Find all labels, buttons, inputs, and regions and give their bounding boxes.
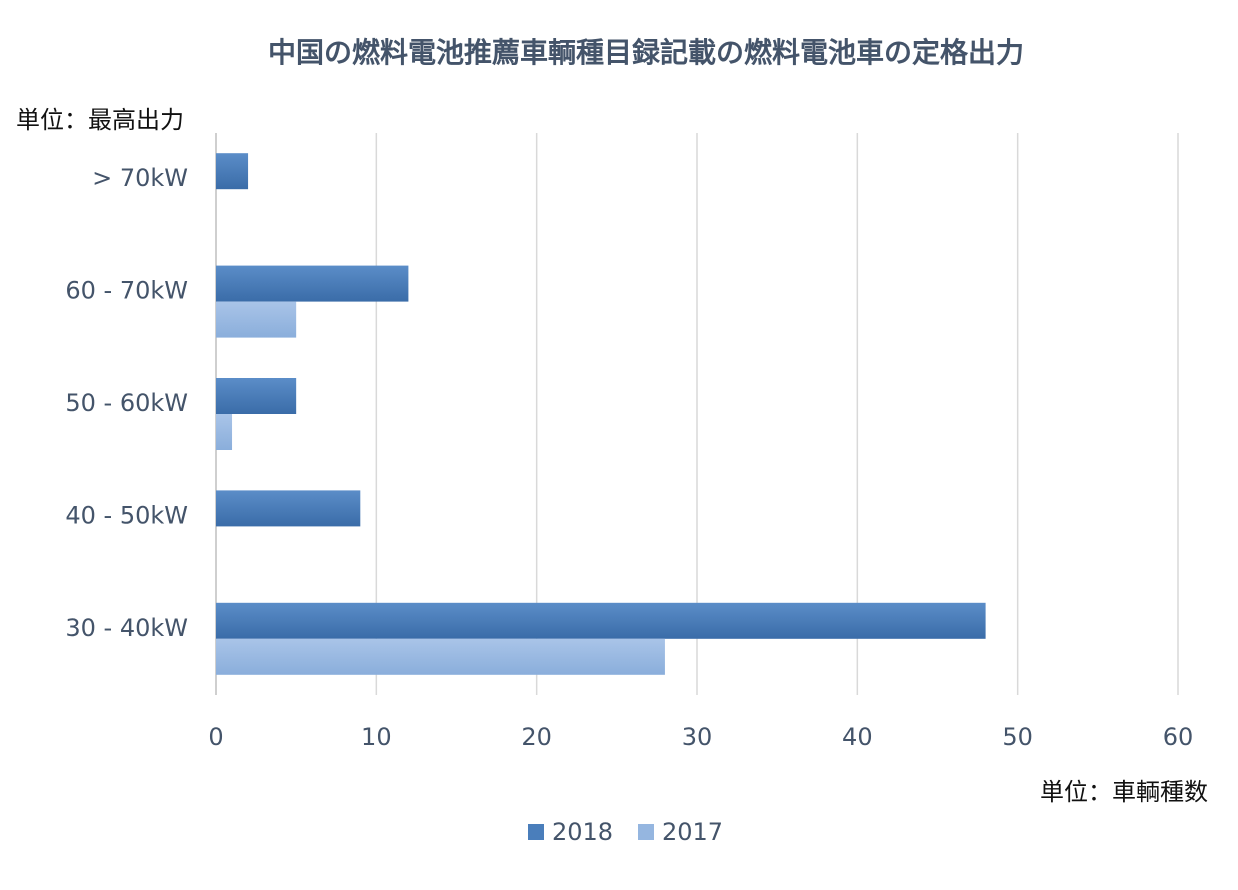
bars bbox=[216, 153, 986, 675]
x-tick-label: 60 bbox=[1163, 723, 1194, 751]
legend-swatch-2017 bbox=[638, 824, 654, 840]
x-tick-label: 10 bbox=[361, 723, 392, 751]
x-tick-label: 50 bbox=[1002, 723, 1033, 751]
category-label: 30 - 40kW bbox=[65, 614, 188, 642]
bar-2018-1 bbox=[216, 265, 409, 302]
category-label: 60 - 70kW bbox=[65, 277, 188, 305]
gridlines bbox=[215, 133, 1179, 695]
y-axis-label: 単位：最高出力 bbox=[16, 106, 184, 134]
x-tick-label: 30 bbox=[682, 723, 713, 751]
category-label: 40 - 50kW bbox=[65, 501, 188, 529]
bar-2018-2 bbox=[216, 378, 297, 414]
bar-2017-2 bbox=[216, 414, 233, 450]
category-labels: > 70kW 60 - 70kW 50 - 60kW 40 - 50kW 30 - 40… bbox=[65, 164, 188, 642]
x-tick-labels: 0 10 20 30 40 50 60 bbox=[208, 723, 1193, 751]
legend-label-2018: 2018 bbox=[552, 818, 613, 846]
bar-2018-4 bbox=[216, 602, 986, 639]
legend: 2018 2017 bbox=[528, 818, 723, 846]
x-axis-label: 単位：車輌種数 bbox=[1040, 778, 1208, 806]
x-tick-label: 40 bbox=[842, 723, 873, 751]
bar-2018-3 bbox=[216, 490, 361, 527]
x-tick-label: 0 bbox=[208, 723, 223, 751]
bar-2017-4 bbox=[216, 638, 665, 675]
category-label: 50 - 60kW bbox=[65, 389, 188, 417]
chart-title: 中国の燃料電池推薦車輌種目録記載の燃料電池車の定格出力 bbox=[268, 36, 1024, 69]
x-tick-label: 20 bbox=[521, 723, 552, 751]
bar-2017-1 bbox=[216, 301, 297, 338]
legend-swatch-2018 bbox=[528, 824, 544, 840]
bar-2018-0 bbox=[216, 153, 249, 190]
legend-label-2017: 2017 bbox=[662, 818, 723, 846]
category-label: > 70kW bbox=[92, 164, 188, 192]
